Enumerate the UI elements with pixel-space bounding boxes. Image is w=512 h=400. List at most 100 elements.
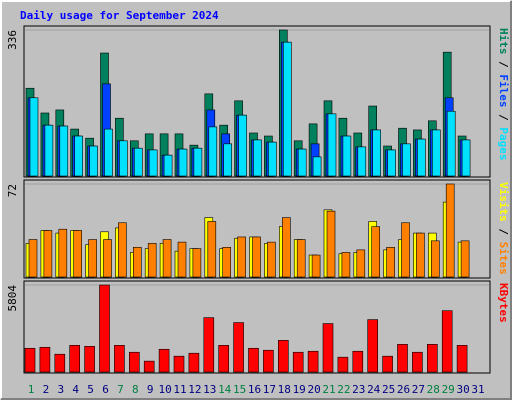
bar (203, 317, 215, 373)
x-tick-label: 4 (72, 383, 79, 396)
y-tick-label: 5804 (6, 285, 19, 312)
x-tick-label: 28 (427, 383, 440, 396)
bar (89, 145, 98, 177)
legend-separator: / (497, 222, 510, 242)
bar (99, 284, 110, 373)
x-tick-label: 14 (218, 383, 232, 396)
x-tick-label: 13 (203, 383, 216, 396)
bar (208, 126, 218, 177)
x-tick-label: 2 (43, 383, 50, 396)
bar (73, 230, 82, 278)
legend-entry: Visits (497, 182, 510, 222)
bar (129, 351, 140, 373)
legend-separator: / (497, 55, 510, 75)
bar (103, 239, 112, 278)
bar (162, 239, 172, 278)
bar (341, 252, 351, 278)
bar (148, 149, 158, 177)
bar (29, 97, 39, 177)
x-tick-label: 26 (397, 383, 410, 396)
bar (431, 129, 441, 177)
legend: Hits / Files / Pages (497, 28, 510, 161)
x-tick-label: 8 (132, 383, 139, 396)
legend-separator: / (497, 108, 510, 128)
x-tick-label: 16 (248, 383, 261, 396)
x-tick-label: 22 (337, 383, 350, 396)
x-tick-label: 3 (57, 383, 64, 396)
bar (134, 147, 143, 177)
bar (133, 246, 142, 278)
bar (69, 345, 80, 373)
legend-entry: Pages (497, 127, 510, 160)
bar (104, 128, 113, 177)
bar (387, 149, 396, 177)
bar (460, 240, 470, 278)
legend: Visits / Sites (497, 182, 510, 275)
bar (461, 139, 471, 177)
bar (88, 239, 97, 278)
x-tick-label: 21 (322, 383, 335, 396)
bar (248, 347, 259, 373)
x-tick-label: 15 (233, 383, 246, 396)
bar (58, 228, 68, 278)
bar (371, 226, 381, 278)
bar (192, 248, 202, 278)
x-tick-label: 10 (158, 383, 171, 396)
bar (386, 246, 395, 278)
bar (177, 241, 187, 278)
bar (312, 156, 322, 177)
x-tick-label: 5 (87, 383, 94, 396)
x-tick-label: 30 (456, 383, 469, 396)
x-tick-label: 25 (382, 383, 395, 396)
legend-entry: KBytes (497, 283, 510, 323)
bar (292, 351, 304, 373)
bar (43, 230, 53, 278)
bar (118, 222, 127, 278)
bar (147, 243, 157, 278)
bar (253, 139, 262, 177)
x-tick-label: 27 (412, 383, 425, 396)
bar (311, 254, 321, 278)
x-tick-label: 20 (307, 383, 320, 396)
x-tick-label: 6 (102, 383, 109, 396)
bar (401, 222, 410, 278)
bar (143, 360, 155, 373)
x-tick-label: 31 (471, 383, 484, 396)
bar (281, 217, 291, 278)
x-tick-label: 19 (293, 383, 306, 396)
legend-entry: Hits (497, 28, 510, 55)
x-tick-label: 24 (367, 383, 381, 396)
bar (233, 322, 244, 373)
bar (441, 310, 453, 373)
bar (412, 351, 423, 373)
bar (119, 140, 128, 177)
bar (402, 143, 411, 177)
bar (223, 143, 232, 177)
bar (356, 249, 366, 278)
bar (277, 340, 289, 373)
bar (222, 246, 231, 278)
legend: KBytes (497, 283, 510, 323)
bar (74, 135, 83, 177)
x-tick-label: 11 (173, 383, 186, 396)
chart-title: Daily usage for September 2024 (20, 9, 219, 22)
bar (54, 353, 66, 373)
bar (382, 355, 393, 373)
bar (446, 110, 456, 177)
y-tick-label: 336 (6, 30, 19, 50)
bar (326, 210, 336, 278)
bar (268, 141, 277, 177)
bar (367, 319, 379, 373)
legend-entry: Files (497, 74, 510, 107)
x-tick-label: 18 (278, 383, 291, 396)
bar (163, 154, 173, 177)
bar (218, 345, 229, 373)
bar (178, 148, 188, 177)
bar (24, 347, 36, 373)
bar (337, 356, 349, 373)
bar (238, 114, 247, 177)
bar (307, 350, 319, 373)
